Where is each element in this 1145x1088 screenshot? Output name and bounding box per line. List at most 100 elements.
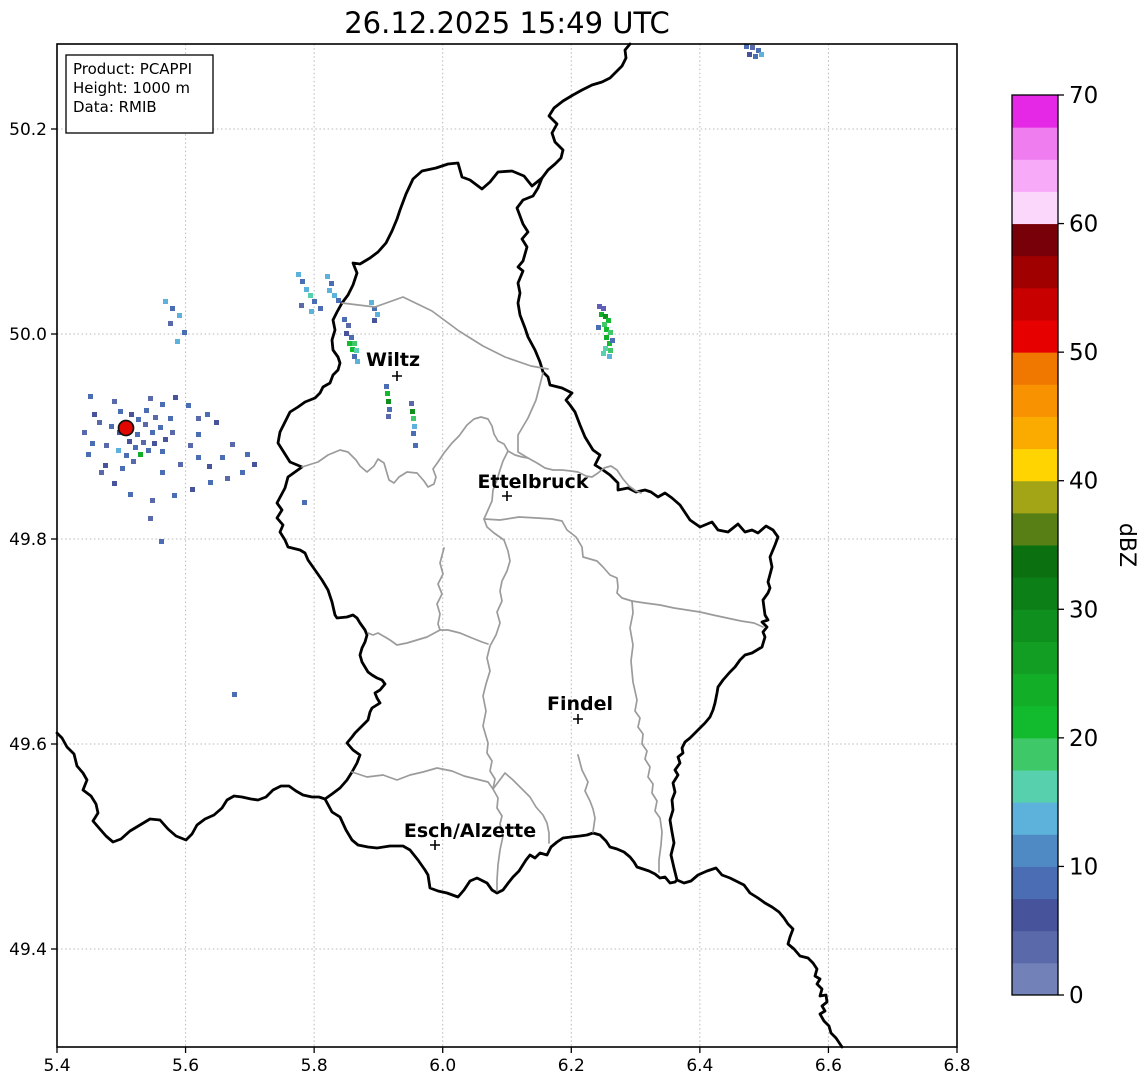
echo-pixel [120,466,125,471]
echo-pixel [386,414,391,419]
echo-pixel [170,306,175,311]
echo-pixel [90,441,95,446]
echo-pixel [86,452,91,457]
colorbar-band [1012,898,1058,932]
echo-pixel [160,470,165,475]
echo-pixel [354,348,359,353]
colorbar-tick-label: 50 [1069,340,1098,366]
echo-pixel [352,354,357,359]
colorbar-band [1012,287,1058,321]
luxembourg-border [275,161,780,899]
y-tick-label: 49.4 [9,940,47,960]
echo-pixel [207,464,212,469]
radar-echoes [82,44,764,697]
echo-pixel [116,448,121,453]
colorbar-band [1012,383,1058,417]
echo-pixel [214,420,219,425]
echo-pixel [173,395,178,400]
echo-pixel [128,492,133,497]
echo-pixel [148,396,153,401]
echo-pixel [753,54,758,59]
colorbar-band [1012,512,1058,546]
echo-pixel [355,359,360,364]
colorbar-tick-label: 10 [1069,854,1098,880]
x-tick-label: 5.4 [43,1056,70,1076]
city-label: Esch/Alzette [404,820,536,842]
echo-pixel [196,432,201,437]
canton-border-center-vertical [482,450,511,892]
echo-pixel [168,416,173,421]
x-tick-label: 5.8 [301,1056,328,1076]
echo-pixel [372,306,377,311]
colorbar-band [1012,769,1058,803]
canton-border-southeast [483,516,764,628]
echo-pixel [607,341,612,346]
canton-border-south-b [577,754,596,833]
france-germany-border [675,866,844,1049]
echo-pixel [138,452,143,457]
france-belgium-border [55,731,327,844]
echo-pixel [196,416,201,421]
info-data: Data: RMIB [73,98,157,116]
echo-pixel [602,322,607,327]
echo-pixel [411,416,416,421]
x-tick-label: 6.0 [429,1056,456,1076]
colorbar-band [1012,673,1058,707]
x-tick-label: 6.2 [558,1056,585,1076]
echo-pixel [346,323,351,328]
colorbar-band [1012,930,1058,964]
echo-pixel [344,331,349,336]
echo-pixel [112,481,117,486]
city: Ettelbruck [478,471,589,501]
echo-pixel [148,516,153,521]
gridlines [57,44,957,1047]
colorbar-tick-label: 60 [1069,212,1098,238]
x-tick-label: 6.4 [686,1056,713,1076]
echo-pixel [747,52,752,57]
city: Esch/Alzette [404,820,536,850]
canton-border-west-b [367,629,441,646]
city-markers: Wiltz Ettelbruck Findel Esch/Alzette [366,349,613,850]
colorbar [1012,94,1058,996]
echo-pixel [163,299,168,304]
colorbar-band [1012,126,1058,160]
colorbar-band [1012,448,1058,482]
echo-pixel [352,341,357,346]
info-product: Product: PCAPPI [73,60,192,78]
echo-pixel [607,354,612,359]
x-tick-label: 5.6 [172,1056,199,1076]
echo-pixel [232,692,237,697]
echo-pixel [135,432,140,437]
echo-pixel [409,401,414,406]
echo-pixel [299,303,304,308]
canton-border-middle [301,416,642,494]
colorbar-band [1012,415,1058,450]
colorbar-tick-label: 30 [1069,597,1098,623]
echo-pixel [168,321,173,326]
colorbar-band [1012,737,1058,771]
echo-pixel [124,453,129,458]
echo-pixel [190,487,195,492]
echo-pixel [146,448,151,453]
echo-pixel [158,425,163,430]
city: Wiltz [366,349,420,381]
echo-pixel [308,293,313,298]
echo-pixel [144,408,149,413]
echo-pixel [150,498,155,503]
echo-pixel [112,399,117,404]
echo-pixel [240,470,245,475]
city: Findel [547,693,613,724]
colorbar-tick-label: 20 [1069,726,1098,752]
echo-pixel [150,430,155,435]
echo-pixel [302,500,307,505]
echo-pixel [347,341,352,346]
echo-pixel [759,52,764,57]
echo-pixel [136,417,141,422]
city-cross-marker [573,714,583,724]
echo-pixel [603,314,608,319]
echo-pixel [329,281,334,286]
echo-pixel [336,298,341,303]
echo-pixel [188,443,193,448]
echo-pixel [608,330,613,335]
axis-tick-labels: 5.4 5.6 5.8 6.0 6.2 6.4 6.6 6.8 50.2 50.0 49.8 49.6… [9,120,970,1076]
